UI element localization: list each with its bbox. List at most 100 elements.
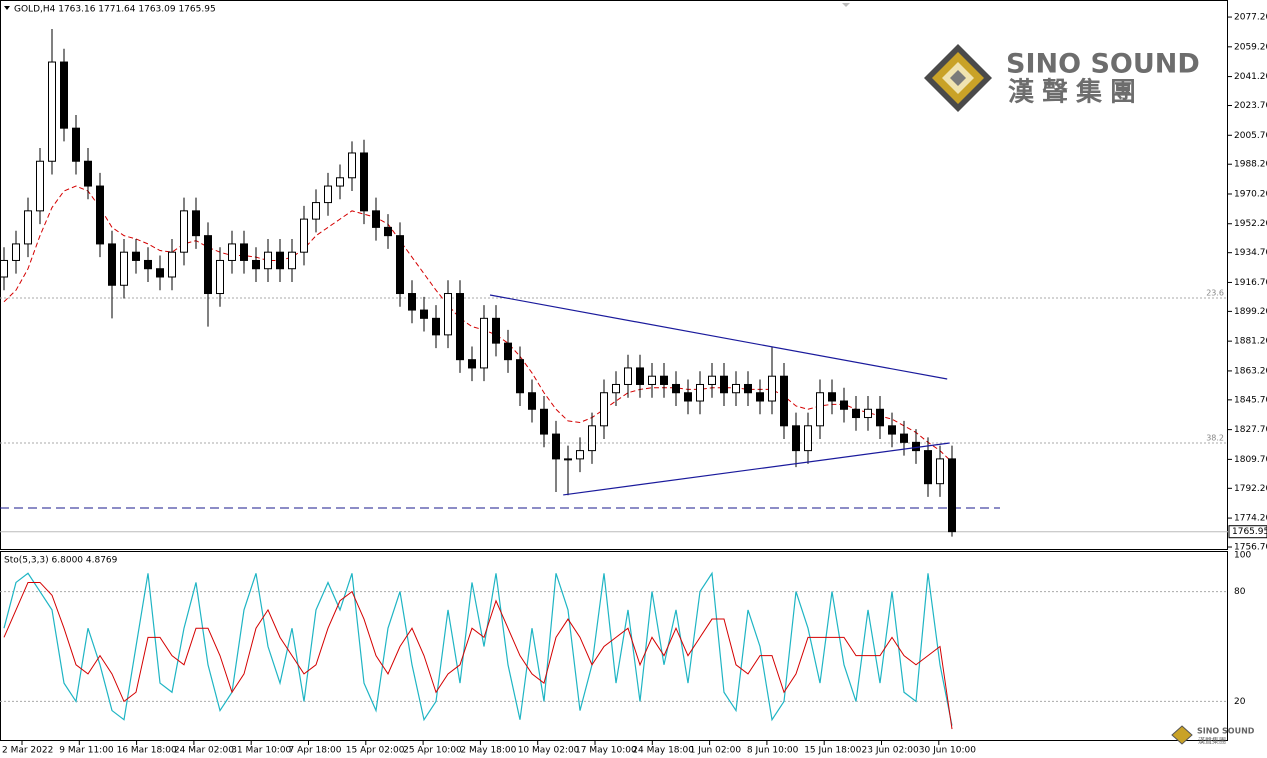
candle-body: [468, 359, 476, 369]
small-logo-diamond: [1171, 725, 1193, 745]
trendline: [489, 294, 948, 380]
indicator-tick-label: 80: [1234, 587, 1246, 597]
indicator-title: Sto(5,3,3) 6.8000 4.8769: [4, 556, 118, 566]
y-tick-label: 1863.20: [1234, 366, 1267, 376]
logo: SINO SOUND 漢聲集團: [924, 44, 1200, 112]
y-tick-label: 1881.20: [1234, 337, 1267, 347]
candle-body: [600, 392, 608, 427]
x-tick-label: 24 May 18:00: [632, 746, 694, 756]
indicator-panel: [0, 551, 1228, 741]
candle-body: [432, 317, 440, 336]
y-tick-label: 1916.70: [1234, 278, 1267, 288]
candle-body: [336, 177, 344, 187]
small-logo: SINO SOUND 漢聲集團: [1171, 725, 1255, 745]
y-tick-label: 1774.20: [1234, 514, 1267, 524]
candle-body: [588, 425, 596, 452]
candle-body: [0, 259, 8, 278]
y-tick-label: 2077.20: [1234, 13, 1267, 23]
candle-body: [288, 251, 296, 270]
y-tick-label: 2005.70: [1234, 131, 1267, 141]
candle-body: [180, 210, 188, 253]
candle-body: [132, 251, 140, 261]
y-tick-label: 1756.70: [1234, 543, 1267, 553]
candle-body: [636, 367, 644, 385]
candle-body: [444, 293, 452, 336]
y-tick-label: 2023.70: [1234, 101, 1267, 111]
chart-title: GOLD,H4 1763.16 1771.64 1763.09 1765.95: [14, 5, 216, 15]
candle-body: [24, 210, 32, 245]
y-tick-label: 2059.20: [1234, 42, 1267, 52]
stochastic-d: [3, 581, 953, 730]
candle-body: [792, 425, 800, 452]
candle-body: [48, 61, 56, 162]
candle-body: [228, 243, 236, 261]
candle-body: [528, 392, 536, 410]
candle-body: [192, 210, 200, 237]
x-tick-label: 9 Mar 11:00: [59, 746, 114, 756]
trendline: [563, 442, 950, 496]
candle-body: [840, 400, 848, 410]
x-tick-label: 2 May 18:00: [460, 746, 516, 756]
x-tick-label: 15 Jun 18:00: [804, 746, 861, 756]
candle-body: [612, 383, 620, 394]
candle-body: [672, 383, 680, 394]
candle-body: [864, 408, 872, 419]
y-tick-label: 1988.20: [1234, 160, 1267, 170]
candle-body: [828, 392, 836, 402]
candle-body: [780, 375, 788, 427]
candle-body: [660, 375, 668, 385]
candle-body: [384, 226, 392, 237]
candle-body: [732, 383, 740, 394]
fib-label: 38.2: [1206, 434, 1224, 443]
candle-body: [264, 251, 272, 270]
candle-body: [420, 309, 428, 319]
x-tick-label: 23 Jun 02:00: [862, 746, 919, 756]
x-tick-label: 10 May 02:00: [518, 746, 580, 756]
candle-body: [12, 243, 20, 261]
candle-body: [504, 342, 512, 361]
candle-body: [900, 433, 908, 443]
candle-body: [552, 433, 560, 460]
candle-body: [516, 359, 524, 394]
candle-body: [912, 441, 920, 452]
candle-body: [684, 392, 692, 402]
y-tick-label: 1792.20: [1234, 484, 1267, 494]
candle-body: [768, 375, 776, 402]
candle-body: [240, 243, 248, 261]
candle-body: [720, 375, 728, 394]
candle-body: [108, 243, 116, 286]
candle-body: [936, 458, 944, 485]
candle-body: [168, 251, 176, 278]
candle-body: [348, 152, 356, 179]
x-tick-label: 16 Mar 18:00: [117, 746, 177, 756]
candle-body: [756, 392, 764, 402]
x-tick-label: 25 Apr 10:00: [403, 746, 462, 756]
y-tick-label: 1952.20: [1234, 219, 1267, 229]
candle-body: [576, 450, 584, 460]
candle-body: [324, 185, 332, 204]
logo-diamond-center: [950, 70, 966, 86]
candle-body: [72, 127, 80, 162]
candle-body: [276, 251, 284, 270]
candle-body: [36, 160, 44, 212]
y-tick-label: 1845.70: [1234, 395, 1267, 405]
current-price-box: [1228, 525, 1267, 539]
candle-body: [888, 425, 896, 435]
menu-arrow: [4, 6, 10, 10]
candle-body: [456, 293, 464, 361]
indicator-tick-label: 100: [1234, 551, 1251, 561]
candle-body: [744, 383, 752, 394]
candle-body: [312, 202, 320, 220]
x-tick-label: 2 Mar 2022: [2, 746, 53, 756]
y-tick-label: 1899.20: [1234, 307, 1267, 317]
x-tick-label: 30 Jun 10:00: [919, 746, 976, 756]
candle-body: [96, 185, 104, 245]
candle-body: [84, 160, 92, 187]
candle-body: [852, 408, 860, 419]
candle-body: [372, 210, 380, 228]
candle-body: [564, 458, 572, 461]
small-logo-name: SINO SOUND: [1197, 727, 1255, 736]
candle-body: [360, 152, 368, 212]
x-tick-label: 15 Apr 02:00: [346, 746, 405, 756]
x-tick-label: 7 Apr 18:00: [289, 746, 342, 756]
